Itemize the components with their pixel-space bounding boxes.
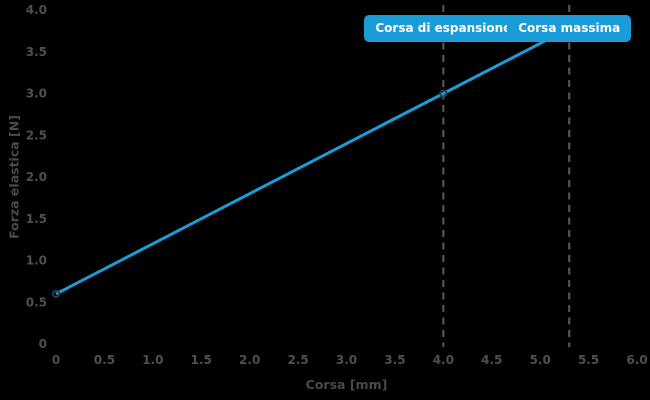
x-tick-label: 4.0 <box>433 353 454 367</box>
annotation-badge-corsa-di-espansione: Corsa di espansione <box>364 15 523 42</box>
annotation-badge-corsa-massima: Corsa massima <box>507 15 632 42</box>
y-tick-label: 1.0 <box>26 254 47 268</box>
y-tick-label: 0 <box>39 337 47 351</box>
series-marker-forza-elastica-1 <box>439 89 448 98</box>
x-tick-label: 5.5 <box>578 353 599 367</box>
y-tick-label: 3.5 <box>26 45 47 59</box>
x-tick-label: 5.0 <box>530 353 551 367</box>
x-tick-label: 6.0 <box>626 353 647 367</box>
y-tick-label: 0.5 <box>26 295 47 309</box>
x-axis-title: Corsa [mm] <box>305 377 388 392</box>
x-tick-label: 0.5 <box>94 353 115 367</box>
x-tick-label: 1.0 <box>142 353 163 367</box>
y-tick-label: 2.0 <box>26 170 47 184</box>
series-line-forza-elastica <box>55 27 570 296</box>
x-tick-label: 3.5 <box>384 353 405 367</box>
x-tick-label: 4.5 <box>481 353 502 367</box>
x-tick-label: 3.0 <box>336 353 357 367</box>
x-tick-label: 2.5 <box>287 353 308 367</box>
x-tick-label: 2.0 <box>239 353 260 367</box>
y-tick-label: 2.5 <box>26 128 47 142</box>
y-tick-label: 3.0 <box>26 87 47 101</box>
y-tick-label: 1.5 <box>26 212 47 226</box>
x-tick-label: 1.5 <box>191 353 212 367</box>
x-tick-label: 0 <box>52 353 60 367</box>
series-marker-forza-elastica-0 <box>51 289 61 299</box>
y-axis-title: Forza elastica [N] <box>6 115 22 239</box>
y-tick-label: 4.0 <box>26 3 47 17</box>
